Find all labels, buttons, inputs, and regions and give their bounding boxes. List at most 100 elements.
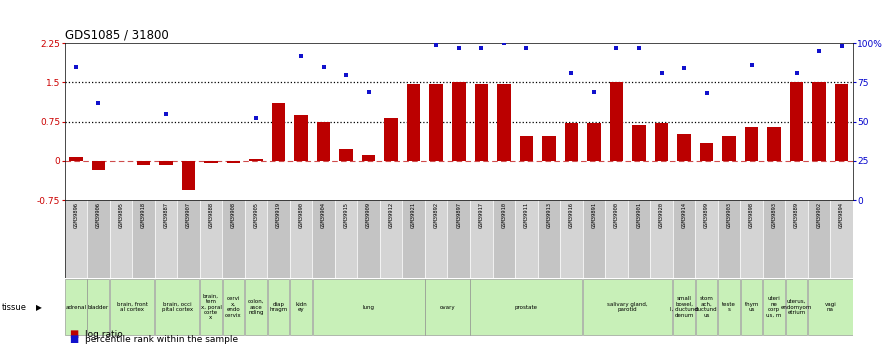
- Bar: [425, 200, 447, 278]
- Text: GSM39893: GSM39893: [771, 203, 777, 228]
- Bar: [695, 200, 718, 278]
- Bar: [786, 200, 808, 278]
- Bar: [313, 200, 335, 278]
- Bar: [835, 84, 849, 161]
- Text: GSM39915: GSM39915: [343, 203, 349, 228]
- Bar: [159, 161, 173, 165]
- Bar: [380, 200, 402, 278]
- Text: GSM39914: GSM39914: [682, 203, 686, 228]
- Text: ovary: ovary: [440, 305, 455, 309]
- Bar: [655, 123, 668, 161]
- Text: GSM39896: GSM39896: [73, 203, 78, 228]
- Bar: [268, 279, 289, 335]
- Bar: [808, 200, 831, 278]
- Bar: [767, 127, 781, 161]
- Bar: [182, 161, 195, 190]
- Bar: [813, 82, 826, 161]
- Text: GSM39909: GSM39909: [366, 203, 371, 228]
- Text: GSM39917: GSM39917: [478, 203, 484, 228]
- Bar: [673, 279, 694, 335]
- Bar: [745, 127, 758, 161]
- Text: ■: ■: [69, 329, 78, 339]
- Bar: [582, 200, 605, 278]
- Bar: [222, 200, 245, 278]
- Text: uteri
ne
corp
us, m: uteri ne corp us, m: [766, 296, 782, 318]
- Bar: [538, 200, 560, 278]
- Text: percentile rank within the sample: percentile rank within the sample: [85, 335, 238, 344]
- Bar: [429, 84, 443, 161]
- Bar: [313, 279, 425, 335]
- Text: GSM39908: GSM39908: [231, 203, 236, 228]
- Text: GSM39913: GSM39913: [547, 203, 551, 228]
- Bar: [741, 279, 762, 335]
- Text: colon,
asce
nding: colon, asce nding: [248, 299, 264, 315]
- Text: GSM39887: GSM39887: [163, 203, 168, 228]
- Text: GSM39905: GSM39905: [254, 203, 259, 228]
- Bar: [470, 200, 493, 278]
- Bar: [289, 200, 313, 278]
- Bar: [520, 136, 533, 161]
- Bar: [426, 279, 470, 335]
- Text: log ratio: log ratio: [85, 330, 123, 339]
- Text: GSM39911: GSM39911: [524, 203, 529, 228]
- Bar: [718, 200, 740, 278]
- Text: salivary gland,
parotid: salivary gland, parotid: [607, 302, 648, 312]
- Text: GSM39888: GSM39888: [209, 203, 213, 228]
- Bar: [155, 279, 199, 335]
- Bar: [762, 200, 786, 278]
- Text: GSM39897: GSM39897: [456, 203, 461, 228]
- Text: diap
hragm: diap hragm: [270, 302, 288, 312]
- Bar: [719, 279, 740, 335]
- Bar: [65, 279, 87, 335]
- Text: GDS1085 / 31800: GDS1085 / 31800: [65, 28, 168, 41]
- Bar: [290, 279, 312, 335]
- Bar: [673, 200, 695, 278]
- Bar: [605, 200, 628, 278]
- Bar: [790, 82, 804, 161]
- Text: bladder: bladder: [88, 305, 109, 309]
- Bar: [696, 279, 718, 335]
- Bar: [362, 155, 375, 161]
- Bar: [763, 279, 785, 335]
- Bar: [136, 161, 151, 165]
- Bar: [560, 200, 582, 278]
- Bar: [583, 279, 672, 335]
- Text: GSM39906: GSM39906: [96, 203, 101, 228]
- Text: GSM39902: GSM39902: [816, 203, 822, 228]
- Bar: [87, 200, 109, 278]
- Text: GSM39903: GSM39903: [727, 203, 732, 228]
- Text: brain, front
al cortex: brain, front al cortex: [116, 302, 148, 312]
- Bar: [223, 279, 245, 335]
- Text: ■: ■: [69, 334, 78, 344]
- Bar: [628, 200, 650, 278]
- Bar: [831, 200, 853, 278]
- Text: GSM39918: GSM39918: [141, 203, 146, 228]
- Bar: [407, 84, 420, 161]
- Text: GSM39892: GSM39892: [434, 203, 439, 228]
- Bar: [65, 200, 87, 278]
- Text: GSM39900: GSM39900: [614, 203, 619, 228]
- Bar: [271, 103, 285, 161]
- Text: GSM39895: GSM39895: [118, 203, 124, 228]
- Bar: [132, 200, 155, 278]
- Bar: [452, 82, 466, 161]
- Text: GSM39920: GSM39920: [659, 203, 664, 228]
- Bar: [677, 134, 691, 161]
- Text: vagi
na: vagi na: [824, 302, 836, 312]
- Text: kidn
ey: kidn ey: [295, 302, 307, 312]
- Bar: [786, 279, 807, 335]
- Text: cervi
x,
endo
cervix: cervi x, endo cervix: [225, 296, 242, 318]
- Text: GSM39901: GSM39901: [636, 203, 642, 228]
- Bar: [740, 200, 762, 278]
- Text: ▶: ▶: [36, 303, 42, 312]
- Bar: [609, 82, 624, 161]
- Text: GSM39890: GSM39890: [298, 203, 304, 228]
- Bar: [340, 149, 353, 161]
- Bar: [564, 123, 578, 161]
- Text: GSM39899: GSM39899: [704, 203, 709, 228]
- Text: lung: lung: [363, 305, 375, 309]
- Bar: [650, 200, 673, 278]
- Text: GSM39916: GSM39916: [569, 203, 574, 228]
- Bar: [204, 161, 218, 164]
- Bar: [249, 159, 263, 161]
